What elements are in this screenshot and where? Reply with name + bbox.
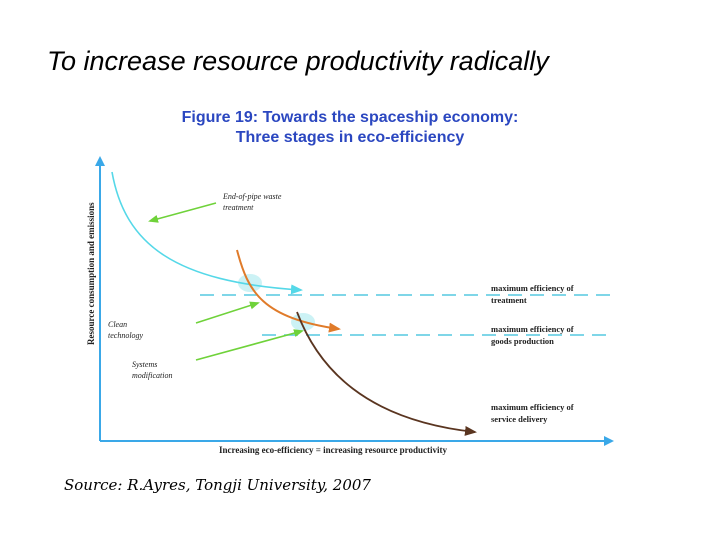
- clean-technology-label-line2: technology: [108, 331, 144, 340]
- figure-title-line2: Three stages in eco-efficiency: [235, 129, 465, 146]
- treatment-level-label-line2: treatment: [491, 295, 527, 305]
- end-of-pipe-label-line1: End-of-pipe waste: [222, 192, 282, 201]
- clean-technology-pointer: [195, 301, 260, 324]
- end-of-pipe-label-line2: treatment: [223, 203, 254, 212]
- clean-technology-label-line1: Clean: [108, 320, 127, 329]
- systems-modification-label-line2: modification: [132, 371, 172, 380]
- end-of-pipe-pointer: [148, 202, 217, 223]
- systems-modification-curve: [296, 311, 477, 436]
- source-citation: Source: R.Ayres, Tongji University, 2007: [64, 476, 371, 494]
- service-level-label-line1: maximum efficiency of: [491, 402, 574, 412]
- clean-technology-curve: [236, 249, 341, 333]
- treatment-level-label-line1: maximum efficiency of: [491, 283, 574, 293]
- systems-modification-pointer: [195, 329, 304, 361]
- y-axis-label: Resource consumption and emissions: [86, 202, 96, 345]
- slide-title: To increase resource productivity radica…: [47, 46, 549, 76]
- end-of-pipe-curve: [111, 171, 303, 295]
- service-level-label-line2: service delivery: [491, 414, 548, 424]
- figure-title-line1: Figure 19: Towards the spaceship economy…: [181, 109, 519, 126]
- systems-modification-label-line1: Systems: [132, 360, 157, 369]
- figure-title: Figure 19: Towards the spaceship economy…: [120, 108, 580, 148]
- goods-level-label-line1: maximum efficiency of: [491, 324, 574, 334]
- goods-level-label-line2: goods production: [491, 336, 554, 346]
- x-axis-label: Increasing eco-efficiency = increasing r…: [219, 445, 448, 455]
